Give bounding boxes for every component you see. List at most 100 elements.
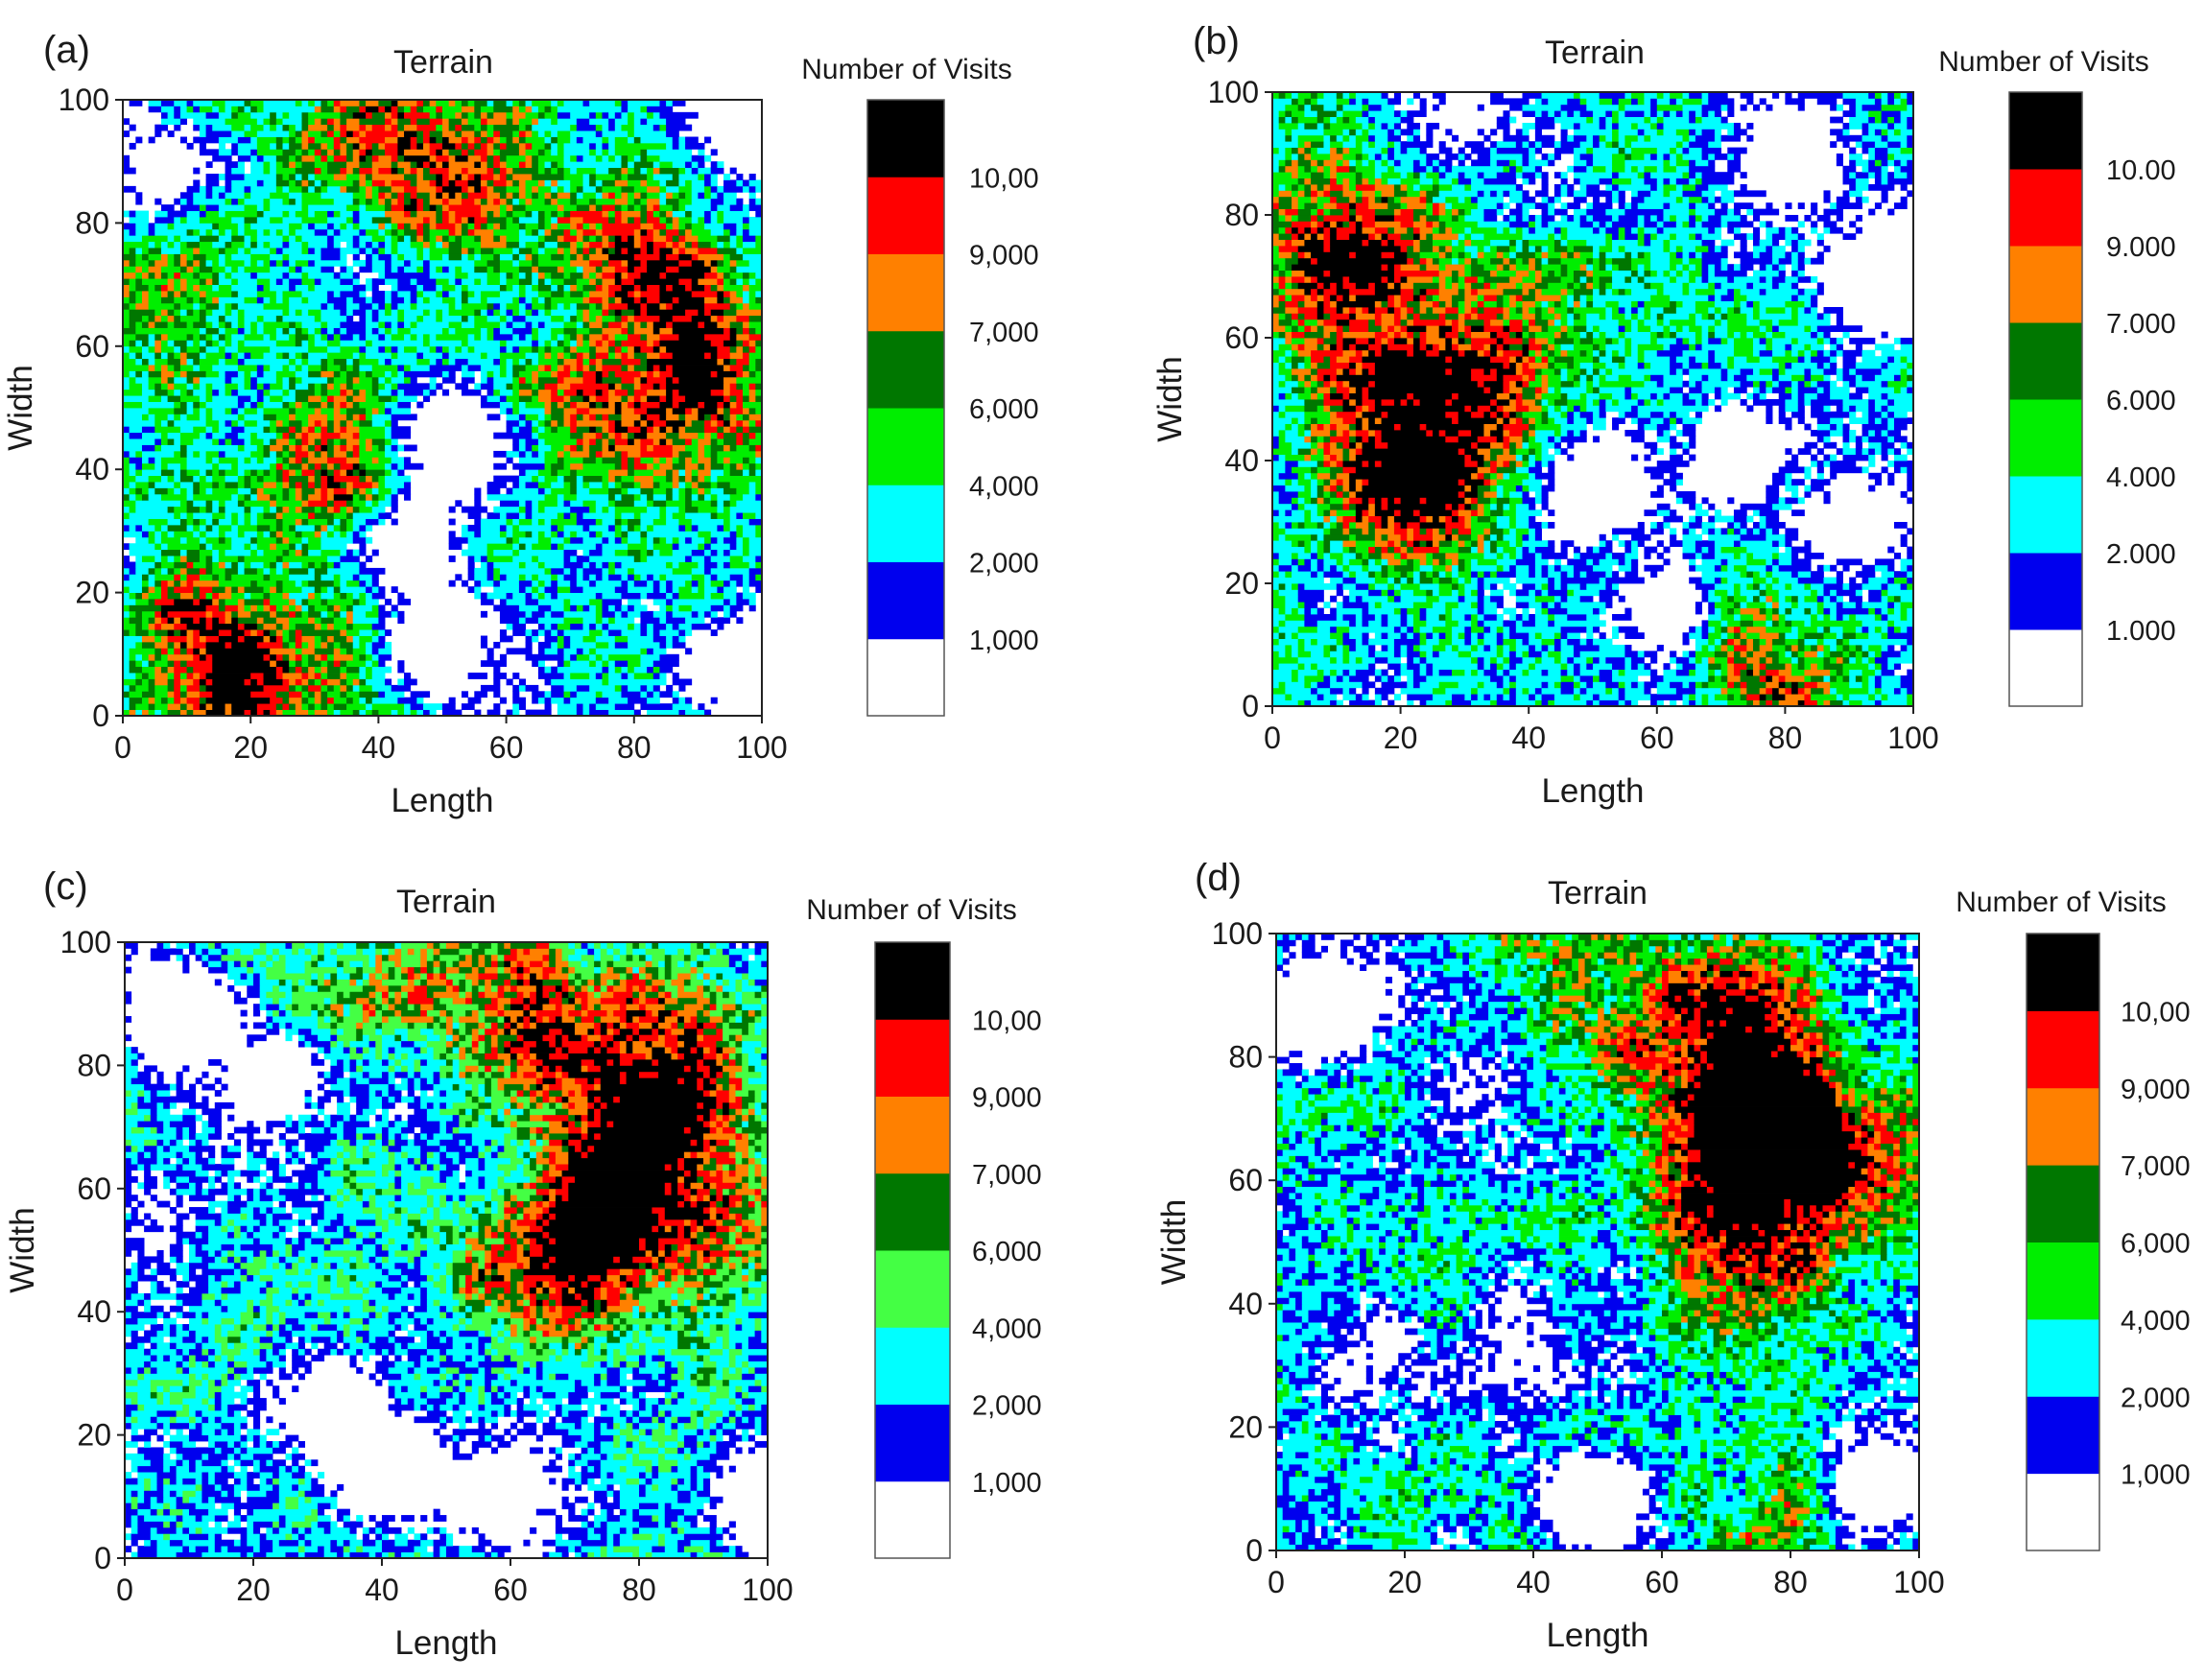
- heatmap-cell: [135, 536, 150, 544]
- heatmap-cell: [748, 333, 763, 341]
- heatmap-cell: [314, 462, 321, 470]
- heatmap-cell: [123, 599, 136, 605]
- heatmap-cell: [327, 333, 335, 341]
- heatmap-cell: [640, 309, 648, 317]
- heatmap-cell: [652, 426, 660, 434]
- heatmap-cell: [225, 512, 232, 519]
- heatmap-cell: [333, 623, 347, 630]
- heatmap-cell: [467, 556, 475, 562]
- heatmap-cell: [404, 154, 431, 162]
- heatmap-cell: [352, 419, 360, 427]
- heatmap-cell: [576, 531, 590, 538]
- heatmap-cell: [608, 167, 622, 175]
- heatmap-cell: [563, 697, 571, 704]
- heatmap-cell: [160, 536, 181, 544]
- heatmap-cell: [410, 709, 417, 717]
- heatmap-cell: [512, 703, 520, 710]
- heatmap-cell: [410, 235, 417, 243]
- heatmap-cell: [537, 185, 552, 193]
- heatmap-cell: [582, 358, 590, 366]
- heatmap-cell: [282, 419, 290, 427]
- heatmap-cell: [212, 512, 225, 519]
- heatmap-cell: [244, 204, 258, 211]
- heatmap-cell: [602, 358, 622, 366]
- heatmap-cell: [710, 543, 731, 551]
- heatmap-cell: [518, 345, 533, 353]
- heatmap-cell: [537, 648, 545, 655]
- heatmap-cell: [512, 673, 520, 679]
- heatmap-cell: [589, 561, 597, 569]
- heatmap-cell: [685, 536, 693, 544]
- heatmap-cell: [225, 709, 232, 717]
- heatmap-cell: [723, 340, 737, 347]
- heatmap-cell: [621, 580, 628, 587]
- heatmap-cell: [436, 192, 443, 200]
- heatmap-cell: [275, 506, 283, 513]
- heatmap-cell: [308, 709, 316, 717]
- heatmap-cell: [314, 617, 321, 625]
- heatmap-cell: [570, 462, 583, 470]
- heatmap-cell: [314, 592, 321, 600]
- heatmap-cell: [666, 192, 674, 200]
- heatmap-cell: [199, 678, 206, 686]
- heatmap-cell: [525, 482, 539, 488]
- heatmap-cell: [333, 635, 347, 643]
- heatmap-cell: [340, 340, 367, 347]
- heatmap-cell: [493, 376, 513, 384]
- heatmap-cell: [614, 500, 635, 508]
- heatmap-cell: [582, 389, 597, 396]
- heatmap-cell: [295, 438, 302, 445]
- heatmap-cell: [212, 278, 220, 285]
- heatmap-cell: [448, 235, 456, 243]
- heatmap-cell: [647, 648, 654, 655]
- heatmap-cell: [270, 653, 277, 661]
- heatmap-cell: [410, 321, 417, 328]
- heatmap-cell: [436, 174, 443, 180]
- heatmap-cell: [256, 216, 271, 224]
- heatmap-cell: [256, 475, 264, 483]
- heatmap-cell: [225, 327, 239, 335]
- heatmap-cell: [167, 518, 181, 526]
- heatmap-cell: [557, 352, 564, 360]
- heatmap-cell: [678, 185, 693, 193]
- heatmap-cell: [628, 697, 648, 704]
- heatmap-cell: [723, 389, 731, 396]
- heatmap-cell: [532, 691, 545, 698]
- heatmap-cell: [647, 462, 654, 470]
- heatmap-cell: [602, 333, 609, 341]
- heatmap-cell: [717, 482, 731, 488]
- heatmap-cell: [385, 358, 392, 366]
- heatmap-cell: [640, 438, 654, 445]
- heatmap-cell: [129, 376, 136, 384]
- heatmap-cell: [378, 315, 398, 322]
- heatmap-cell: [327, 604, 335, 612]
- heatmap-cell: [391, 487, 398, 495]
- heatmap-cell: [691, 586, 699, 593]
- heatmap-cell: [416, 278, 437, 285]
- heatmap-cell: [308, 475, 316, 483]
- heatmap-cell: [199, 291, 206, 297]
- heatmap-cell: [225, 383, 239, 390]
- heatmap-cell: [295, 469, 302, 477]
- heatmap-cell: [602, 228, 635, 236]
- heatmap-cell: [563, 414, 571, 421]
- heatmap-cell: [461, 531, 475, 538]
- heatmap-cell: [416, 352, 424, 360]
- heatmap-cell: [366, 475, 373, 483]
- heatmap-cell: [621, 536, 628, 544]
- heatmap-cell: [551, 333, 558, 341]
- heatmap-cell: [289, 444, 296, 452]
- heatmap-cell: [174, 198, 181, 205]
- heatmap-cell: [205, 345, 220, 353]
- heatmap-cell: [289, 198, 296, 205]
- heatmap-cell: [499, 352, 526, 360]
- heatmap-cell: [557, 426, 571, 434]
- heatmap-cell: [256, 315, 264, 322]
- heatmap-cell: [557, 284, 564, 292]
- heatmap-cell: [154, 691, 169, 698]
- heatmap-cell: [608, 673, 622, 679]
- heatmap-cell: [154, 340, 162, 347]
- heatmap-cell: [563, 365, 571, 371]
- heatmap-cell: [378, 223, 386, 230]
- heatmap-cell: [205, 389, 213, 396]
